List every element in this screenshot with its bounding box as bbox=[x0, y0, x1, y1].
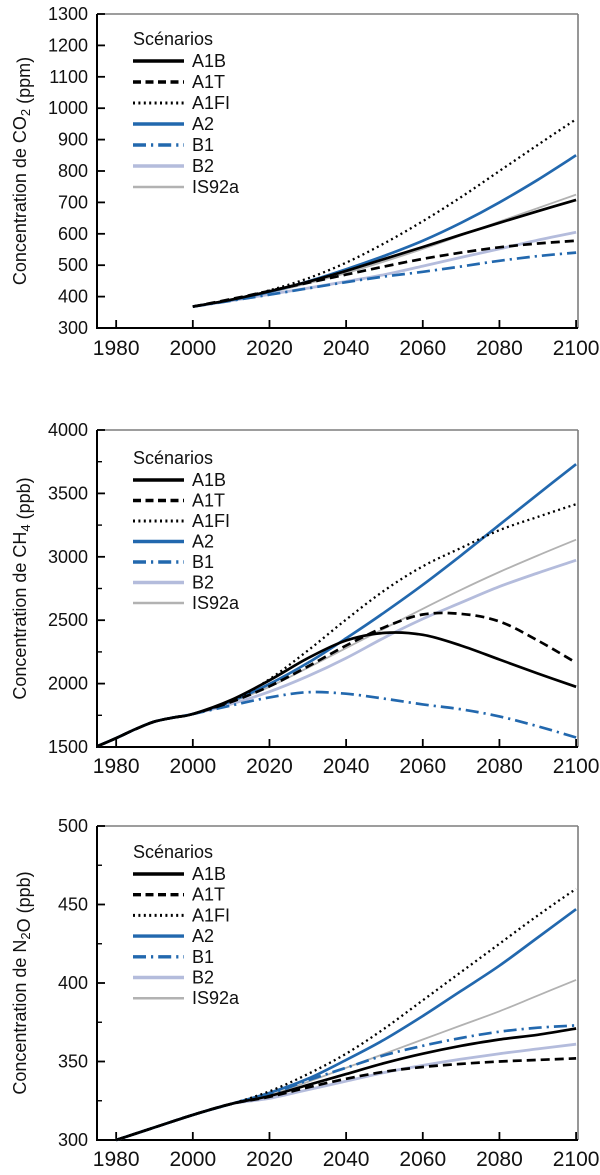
chart-1-y-tick-label: 400 bbox=[58, 287, 88, 307]
chart-3-series-A1B bbox=[115, 1027, 577, 1142]
chart-1-x-tick-label: 1980 bbox=[93, 337, 140, 360]
chart-1-x-tick-label: 2080 bbox=[476, 337, 523, 360]
chart-3-x-tick-label: 2040 bbox=[323, 1148, 370, 1171]
chart-1-x-tick-label: 2100 bbox=[553, 337, 600, 360]
chart-2-legend-label-A1FI: A1FI bbox=[192, 511, 230, 531]
chart-1-y-tick-label: 800 bbox=[58, 161, 88, 181]
chart-3-series-A1T bbox=[115, 1057, 577, 1142]
chart-2-x-tick-label: 2100 bbox=[553, 755, 600, 778]
chart-2-series-A1B bbox=[96, 631, 577, 748]
chart-3-series-A1FI bbox=[115, 887, 577, 1142]
chart-3-legend-label-A1B: A1B bbox=[192, 864, 226, 884]
chart-1-y-tick-label: 1000 bbox=[48, 98, 88, 118]
chart-3-x-tick-label: 2000 bbox=[169, 1148, 216, 1171]
chart-1-legend-label-B2: B2 bbox=[192, 156, 214, 176]
chart-3-x-tick-label: 2060 bbox=[399, 1148, 446, 1171]
chart-2-x-tick-label: 2060 bbox=[399, 755, 446, 778]
chart-1-y-tick-label: 600 bbox=[58, 224, 88, 244]
chart-1-y-tick-label: 500 bbox=[58, 255, 88, 275]
chart-3-y-tick-label: 400 bbox=[58, 973, 88, 993]
chart-1-legend-label-A1T: A1T bbox=[192, 72, 225, 92]
chart-2-legend-label-A1T: A1T bbox=[192, 491, 225, 511]
chart-1-y-tick-label: 1100 bbox=[49, 67, 88, 87]
chart-3-series-A2 bbox=[115, 908, 577, 1142]
chart-3-y-tick-label: 450 bbox=[58, 895, 88, 915]
chart-1-y-tick-label: 900 bbox=[58, 130, 88, 150]
chart-2-legend-title: Scénarios bbox=[133, 448, 213, 468]
chart-2-y-tick-label: 2000 bbox=[48, 674, 88, 694]
chart-1-legend-label-B1: B1 bbox=[192, 135, 214, 155]
chart-1-x-tick-label: 2040 bbox=[323, 337, 370, 360]
chart-1-series-A1FI bbox=[192, 118, 577, 308]
chart-2-legend-label-B1: B1 bbox=[192, 552, 214, 572]
chart-3-x-tick-label: 2020 bbox=[246, 1148, 293, 1171]
chart-1-y-tick-label: 700 bbox=[58, 192, 88, 212]
chart-1-series-A1T bbox=[192, 239, 577, 308]
chart-1-legend-title: Scénarios bbox=[133, 29, 213, 49]
chart-1-legend-label-A2: A2 bbox=[192, 114, 214, 134]
chart-3-legend-label-IS92a: IS92a bbox=[192, 988, 240, 1008]
chart-1-x-tick-label: 2020 bbox=[246, 337, 293, 360]
chart-2-y-tick-label: 2500 bbox=[48, 610, 88, 630]
chart-3-legend-title: Scénarios bbox=[133, 842, 213, 862]
chart-2-series-A1T bbox=[96, 611, 577, 748]
chart-1-y-axis-title: Concentration de CO2 (ppm) bbox=[10, 57, 34, 285]
chart-3-y-tick-label: 350 bbox=[58, 1052, 88, 1072]
chart-3-legend-label-B2: B2 bbox=[192, 968, 214, 988]
chart-2-y-tick-label: 3500 bbox=[48, 483, 88, 503]
chart-2-x-tick-label: 2040 bbox=[323, 755, 370, 778]
chart-1-series-A2 bbox=[192, 154, 577, 308]
chart-3-y-axis-title: Concentration de N2O (ppb) bbox=[10, 871, 34, 1094]
chart-3-legend-label-A2: A2 bbox=[192, 926, 214, 946]
chart-2-legend-label-B2: B2 bbox=[192, 573, 214, 593]
chart-2-series-A2 bbox=[96, 463, 577, 748]
chart-1-legend-label-A1FI: A1FI bbox=[192, 93, 230, 113]
chart-2-y-axis-title: Concentration de CH4 (ppb) bbox=[10, 477, 34, 699]
chart-3-x-tick-label: 2080 bbox=[476, 1148, 523, 1171]
chart-3-x-tick-label: 2100 bbox=[553, 1148, 600, 1171]
chart-2-y-tick-label: 3000 bbox=[48, 547, 88, 567]
chart-2-x-tick-label: 1980 bbox=[93, 755, 140, 778]
chart-1-legend-label-IS92a: IS92a bbox=[192, 177, 240, 197]
chart-1-y-tick-label: 300 bbox=[58, 318, 88, 338]
chart-1-x-tick-label: 2060 bbox=[399, 337, 446, 360]
chart-1-series-IS92a bbox=[192, 193, 577, 308]
chart-3-legend-label-B1: B1 bbox=[192, 947, 214, 967]
chart-2-y-tick-label: 1500 bbox=[48, 737, 88, 757]
chart-2-legend-label-A2: A2 bbox=[192, 532, 214, 552]
chart-3-y-tick-label: 300 bbox=[58, 1130, 88, 1150]
chart-1-series-B1 bbox=[192, 251, 577, 308]
chart-3-series-B1 bbox=[115, 1024, 577, 1142]
chart-2-x-tick-label: 2080 bbox=[476, 755, 523, 778]
chart-2-legend-label-A1B: A1B bbox=[192, 470, 226, 490]
chart-2-x-tick-label: 2020 bbox=[246, 755, 293, 778]
chart-2-legend-label-IS92a: IS92a bbox=[192, 593, 240, 613]
chart-1-y-tick-label: 1200 bbox=[48, 35, 88, 55]
chart-3-y-tick-label: 500 bbox=[58, 816, 88, 836]
chart-2-x-tick-label: 2000 bbox=[169, 755, 216, 778]
chart-1-legend-label-A1B: A1B bbox=[192, 51, 226, 71]
chart-1-y-tick-label: 1300 bbox=[48, 4, 88, 24]
chart-2-y-tick-label: 4000 bbox=[48, 420, 88, 440]
chart-3-legend-label-A1FI: A1FI bbox=[192, 905, 230, 925]
chart-3-legend-label-A1T: A1T bbox=[192, 885, 225, 905]
chart-3-x-tick-label: 1980 bbox=[93, 1148, 140, 1171]
chart-1-x-tick-label: 2000 bbox=[169, 337, 216, 360]
chart-1-series-A1B bbox=[192, 198, 577, 308]
